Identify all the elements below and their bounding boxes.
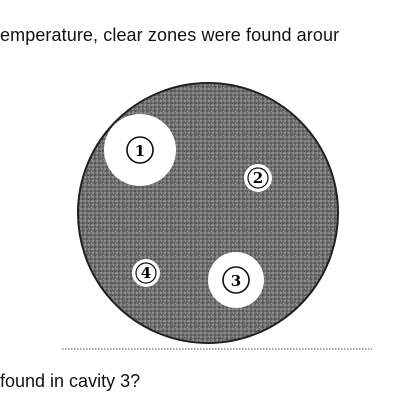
cavity-3-ring — [222, 266, 250, 294]
cavity-1-label: 1 — [135, 142, 145, 160]
cavity-1-ring — [126, 136, 154, 164]
cavity-2-label: 2 — [253, 169, 263, 187]
question-prompt-text: found in cavity 3? — [0, 371, 141, 391]
cavity-3-label: 3 — [231, 272, 241, 290]
cavity-2-ring — [247, 167, 269, 189]
question-intro-text: emperature, clear zones were found arour — [0, 25, 340, 45]
cavity-4-label: 4 — [141, 264, 151, 282]
cavity-4-ring — [135, 262, 157, 284]
